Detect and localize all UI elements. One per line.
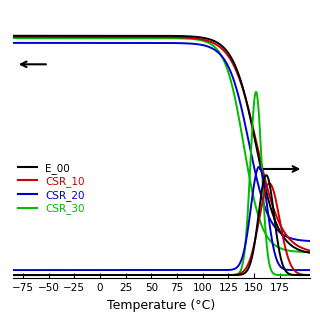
Legend: E_00, CSR_10, CSR_20, CSR_30: E_00, CSR_10, CSR_20, CSR_30 xyxy=(18,163,84,214)
X-axis label: Temperature (°C): Temperature (°C) xyxy=(108,299,216,312)
